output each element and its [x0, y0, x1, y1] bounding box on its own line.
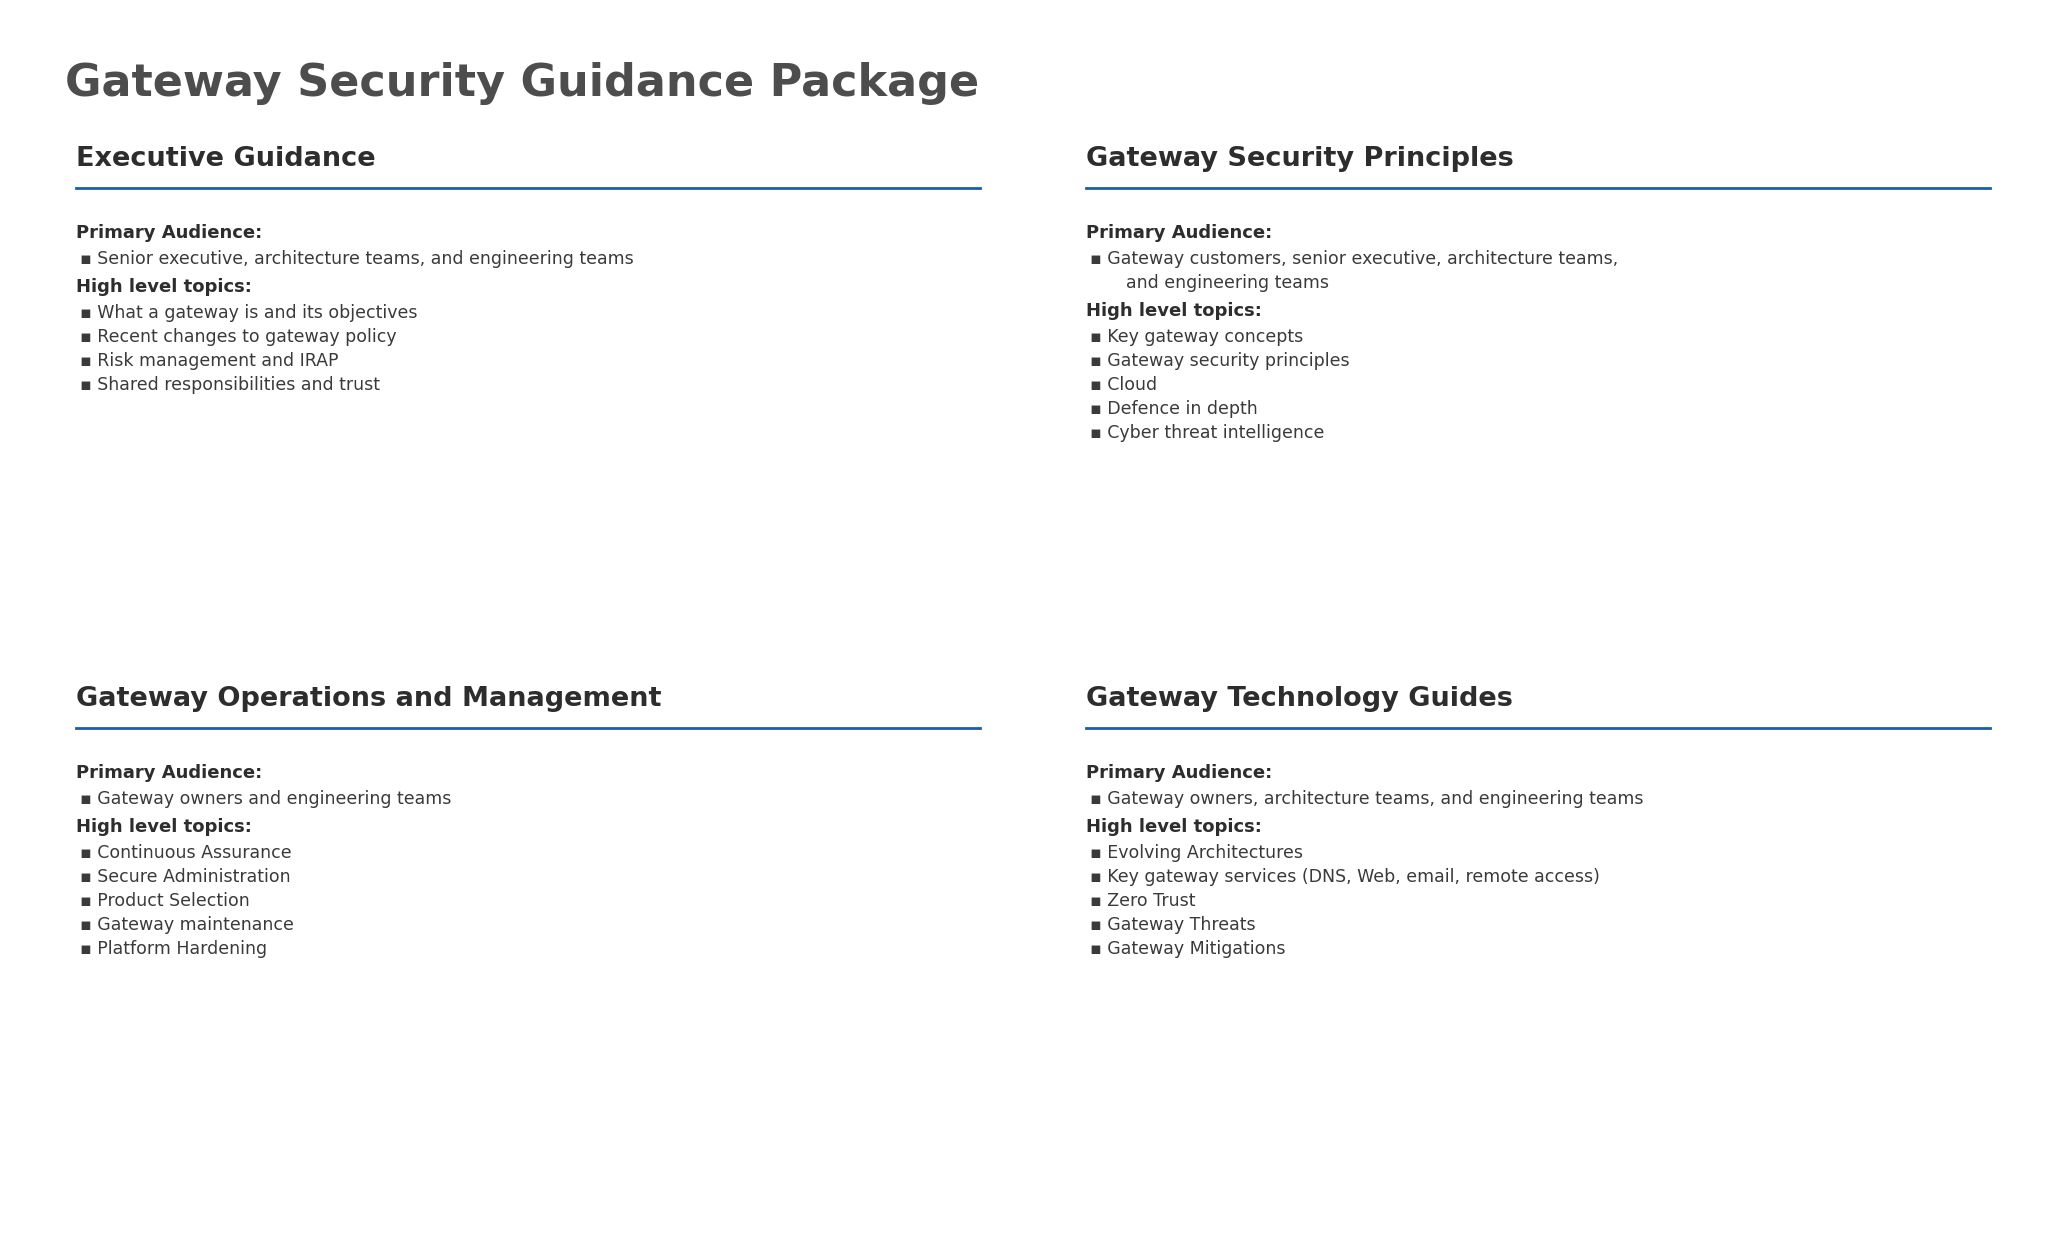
Text: ▪ Senior executive, architecture teams, and engineering teams: ▪ Senior executive, architecture teams, …: [81, 250, 635, 268]
Text: Gateway Technology Guides: Gateway Technology Guides: [1085, 686, 1513, 712]
Text: Primary Audience:: Primary Audience:: [76, 764, 263, 782]
Text: Gateway Security Principles: Gateway Security Principles: [1085, 146, 1513, 172]
Text: ▪ Product Selection: ▪ Product Selection: [81, 892, 250, 910]
Text: ▪ Gateway owners and engineering teams: ▪ Gateway owners and engineering teams: [81, 790, 451, 808]
Text: ▪ Evolving Architectures: ▪ Evolving Architectures: [1089, 844, 1302, 862]
Text: and engineering teams: and engineering teams: [1104, 274, 1329, 292]
Text: Gateway Security Guidance Package: Gateway Security Guidance Package: [64, 62, 980, 104]
Text: ▪ Recent changes to gateway policy: ▪ Recent changes to gateway policy: [81, 328, 397, 346]
Text: ▪ Risk management and IRAP: ▪ Risk management and IRAP: [81, 352, 339, 370]
Text: ▪ What a gateway is and its objectives: ▪ What a gateway is and its objectives: [81, 304, 418, 322]
Text: Executive Guidance: Executive Guidance: [76, 146, 376, 172]
Text: High level topics:: High level topics:: [76, 278, 252, 296]
Text: ▪ Gateway security principles: ▪ Gateway security principles: [1089, 352, 1350, 370]
Text: ▪ Gateway maintenance: ▪ Gateway maintenance: [81, 916, 294, 933]
Text: ▪ Secure Administration: ▪ Secure Administration: [81, 868, 291, 886]
Text: ▪ Defence in depth: ▪ Defence in depth: [1089, 400, 1257, 418]
Text: ▪ Continuous Assurance: ▪ Continuous Assurance: [81, 844, 291, 862]
Text: High level topics:: High level topics:: [76, 818, 252, 837]
Text: ▪ Key gateway concepts: ▪ Key gateway concepts: [1089, 328, 1304, 346]
Text: ▪ Gateway customers, senior executive, architecture teams,: ▪ Gateway customers, senior executive, a…: [1089, 250, 1618, 268]
Text: ▪ Gateway Mitigations: ▪ Gateway Mitigations: [1089, 940, 1286, 959]
Text: ▪ Platform Hardening: ▪ Platform Hardening: [81, 940, 267, 959]
Text: Gateway Operations and Management: Gateway Operations and Management: [76, 686, 661, 712]
Text: ▪ Cloud: ▪ Cloud: [1089, 376, 1158, 394]
Text: Primary Audience:: Primary Audience:: [76, 224, 263, 242]
Text: ▪ Key gateway services (DNS, Web, email, remote access): ▪ Key gateway services (DNS, Web, email,…: [1089, 868, 1600, 886]
Text: ▪ Gateway owners, architecture teams, and engineering teams: ▪ Gateway owners, architecture teams, an…: [1089, 790, 1643, 808]
Text: High level topics:: High level topics:: [1085, 302, 1261, 320]
Text: ▪ Shared responsibilities and trust: ▪ Shared responsibilities and trust: [81, 376, 380, 394]
Text: ▪ Zero Trust: ▪ Zero Trust: [1089, 892, 1195, 910]
Text: Primary Audience:: Primary Audience:: [1085, 224, 1273, 242]
Text: ▪ Cyber threat intelligence: ▪ Cyber threat intelligence: [1089, 424, 1325, 442]
Text: High level topics:: High level topics:: [1085, 818, 1261, 837]
Text: ▪ Gateway Threats: ▪ Gateway Threats: [1089, 916, 1255, 933]
Text: Primary Audience:: Primary Audience:: [1085, 764, 1273, 782]
